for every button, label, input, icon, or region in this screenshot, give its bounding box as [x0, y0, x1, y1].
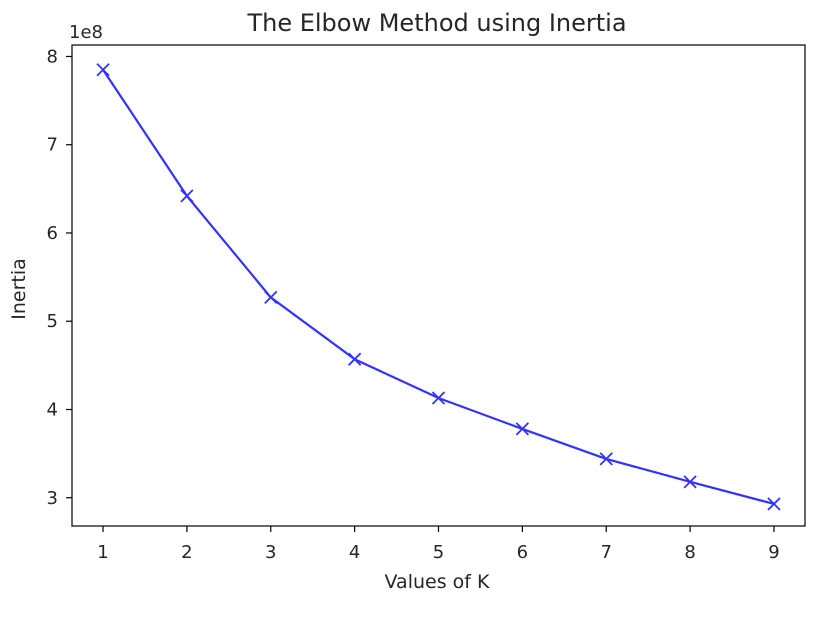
data-point-marker [180, 189, 194, 203]
y-tick-label: 3 [47, 488, 58, 509]
data-point-marker [347, 352, 362, 366]
y-axis-label: Inertia [8, 258, 30, 320]
inertia-series-markers [96, 63, 781, 511]
y-tick-label: 8 [47, 46, 58, 67]
data-point-marker [767, 497, 781, 511]
data-point-marker [431, 391, 446, 405]
data-point-marker [599, 452, 613, 466]
plot-area-frame [71, 44, 806, 527]
y-tick-label: 4 [47, 400, 58, 421]
x-tick-label: 8 [684, 542, 695, 563]
inertia-series-line [102, 69, 775, 506]
x-axis-label: Values of K [385, 571, 490, 593]
data-point-marker [515, 422, 530, 436]
x-tick-label: 4 [349, 542, 360, 563]
x-tick-label: 1 [97, 542, 108, 563]
x-axis-ticks: 1 2 3 4 5 6 7 8 9 [97, 526, 780, 563]
data-point-marker [96, 63, 110, 77]
y-tick-label: 7 [47, 135, 58, 156]
x-tick-label: 7 [601, 542, 612, 563]
x-tick-label: 9 [768, 542, 779, 563]
x-tick-label: 3 [265, 542, 276, 563]
x-tick-label: 6 [517, 542, 528, 563]
data-point-marker [264, 290, 278, 305]
y-axis-offset-label: 1e8 [69, 22, 103, 43]
y-axis-ticks: 3 4 5 6 7 8 [47, 46, 72, 509]
y-tick-label: 6 [47, 223, 58, 244]
x-tick-label: 2 [181, 542, 192, 563]
chart-title: The Elbow Method using Inertia [246, 9, 626, 37]
x-tick-label: 5 [433, 542, 444, 563]
y-tick-label: 5 [47, 311, 58, 332]
data-point-marker [683, 475, 697, 489]
